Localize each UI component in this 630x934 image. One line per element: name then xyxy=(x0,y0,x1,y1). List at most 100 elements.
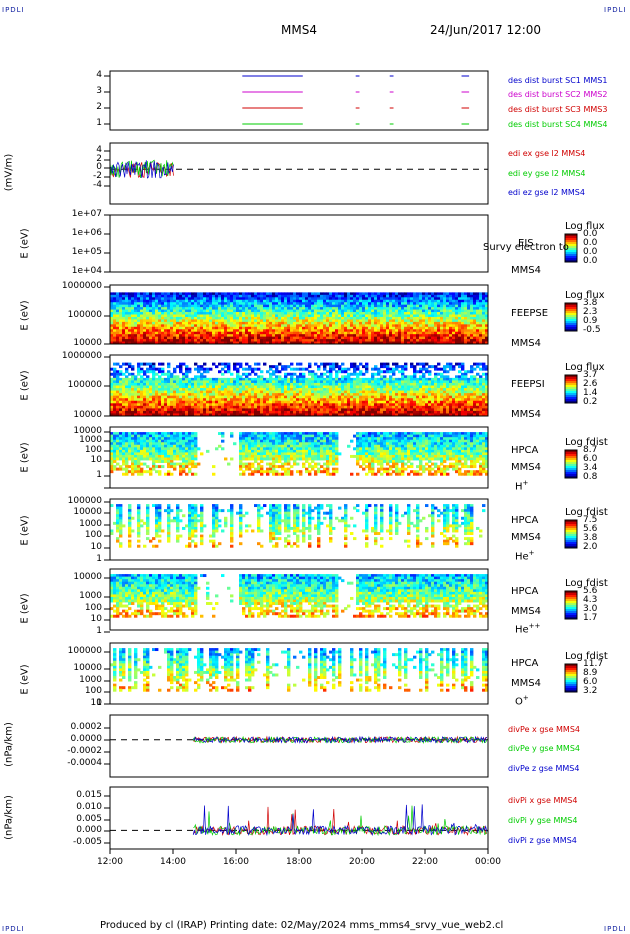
spectrogram-cell xyxy=(149,304,153,308)
spectrogram-cell xyxy=(242,292,246,296)
spectrogram-cell xyxy=(278,309,282,313)
spectrogram-cell xyxy=(305,324,309,328)
spectrogram-cell xyxy=(155,331,159,335)
spectrogram-cell xyxy=(137,408,141,412)
spectrogram-cell xyxy=(452,380,456,384)
spectrogram-cell xyxy=(278,403,282,407)
spectrogram-cell xyxy=(122,377,126,381)
spectrogram-cell xyxy=(467,390,471,394)
spectrogram-cell xyxy=(242,380,246,384)
spectrogram-cell xyxy=(110,403,114,407)
spectrogram-cell xyxy=(125,331,129,335)
colorbar-swatch xyxy=(565,305,577,308)
spectrogram-cell xyxy=(155,380,159,384)
spectrogram-cell xyxy=(476,408,480,412)
spectrogram-cell xyxy=(425,413,429,417)
spectrogram-cell xyxy=(146,307,150,310)
spectrogram-cell xyxy=(317,408,321,412)
spectrogram-cell xyxy=(224,307,228,310)
spectrogram-cell xyxy=(446,319,450,323)
spectrogram-cell xyxy=(431,336,435,340)
spectrogram-cell xyxy=(311,334,315,338)
spectrogram-cell xyxy=(263,329,267,333)
spectrogram-cell xyxy=(173,307,177,310)
spectrogram-cell xyxy=(464,314,468,318)
spectrogram-cell xyxy=(275,388,279,391)
spectrogram-cell xyxy=(479,302,483,306)
spectrogram-cell xyxy=(197,297,201,301)
spectrogram-cell xyxy=(287,309,291,313)
spectrogram-cell xyxy=(152,390,156,394)
spectrogram-cell xyxy=(353,319,357,323)
spectrogram-cell xyxy=(182,390,186,394)
spectrogram-cell xyxy=(368,334,372,338)
spectrogram-cell xyxy=(428,393,432,397)
spectrogram-cell xyxy=(308,316,312,320)
spectrogram-cell xyxy=(317,309,321,313)
spectrogram-cell xyxy=(161,312,165,315)
spectrogram-cell xyxy=(347,408,351,412)
spectrogram-cell xyxy=(386,297,390,301)
spectrogram-cell xyxy=(233,388,237,391)
spectrogram-cell xyxy=(236,329,240,333)
spectrogram-cell xyxy=(131,372,135,376)
spectrogram-cell xyxy=(173,405,177,409)
spectrogram-cell xyxy=(287,334,291,338)
spectrogram-cell xyxy=(317,331,321,335)
spectrogram-cell xyxy=(419,336,423,340)
spectrogram-cell xyxy=(113,324,117,328)
spectrogram-cell xyxy=(335,393,339,397)
spectrogram-cell xyxy=(152,362,156,366)
spectrogram-cell xyxy=(206,377,210,381)
spectrogram-cell xyxy=(272,302,276,306)
spectrogram-cell xyxy=(407,413,411,417)
spectrogram-cell xyxy=(341,329,345,333)
spectrogram-cell xyxy=(167,382,171,386)
spectrogram-cell xyxy=(308,372,312,376)
spectrogram-cell xyxy=(209,312,213,315)
spectrogram-cell xyxy=(116,403,120,407)
spectrogram-cell xyxy=(128,316,132,320)
spectrogram-cell xyxy=(332,405,336,409)
spectrogram-cell xyxy=(377,398,381,402)
spectrogram-cell xyxy=(302,403,306,407)
spectrogram-cell xyxy=(215,324,219,328)
spectrogram-cell xyxy=(140,336,144,340)
spectrogram-cell xyxy=(329,377,333,381)
spectrogram-cell xyxy=(257,388,261,391)
spectrogram-cell xyxy=(434,324,438,328)
spectrogram-cell xyxy=(140,316,144,320)
spectrogram-cell xyxy=(455,393,459,397)
spectrogram-cell xyxy=(392,309,396,313)
spectrogram-cell xyxy=(143,377,147,381)
spectrogram-cell xyxy=(209,388,213,391)
spectrogram-cell xyxy=(398,312,402,315)
spectrogram-cell xyxy=(233,334,237,338)
spectrogram-cell xyxy=(479,334,483,338)
spectrogram-cell xyxy=(428,309,432,313)
spectrogram-cell xyxy=(359,408,363,412)
spectrogram-cell xyxy=(440,408,444,412)
spectrogram-cell xyxy=(134,377,138,381)
spectrogram-cell xyxy=(482,339,486,342)
spectrogram-cell xyxy=(146,377,150,381)
spectrogram-cell xyxy=(332,297,336,301)
spectrogram-cell xyxy=(368,385,372,389)
spectrogram-cell xyxy=(338,331,342,335)
spectrogram-cell xyxy=(122,400,126,404)
spectrogram-cell xyxy=(341,382,345,386)
spectrogram-cell xyxy=(248,304,252,308)
spectrogram-cell xyxy=(152,400,156,404)
spectrogram-cell xyxy=(347,334,351,338)
spectrogram-cell xyxy=(395,336,399,340)
spectrogram-cell xyxy=(365,339,369,342)
spectrogram-cell xyxy=(470,385,474,389)
spectrogram-cell xyxy=(359,390,363,394)
spectrogram-cell xyxy=(191,334,195,338)
spectrogram-cell xyxy=(176,375,180,379)
spectrogram-cell xyxy=(110,329,114,333)
spectrogram-cell xyxy=(365,297,369,301)
spectrogram-cell xyxy=(215,314,219,318)
panel-feepse xyxy=(104,284,489,345)
spectrogram-cell xyxy=(353,362,357,366)
